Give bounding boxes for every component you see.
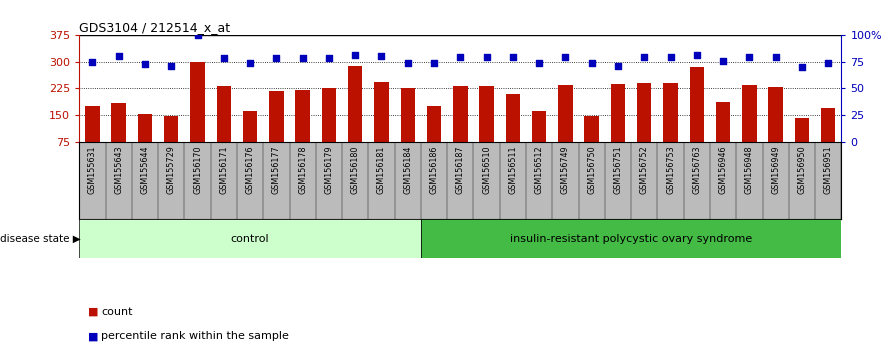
Point <box>401 60 415 66</box>
Bar <box>506 94 520 142</box>
Bar <box>112 103 126 142</box>
Text: GSM156176: GSM156176 <box>246 145 255 194</box>
Bar <box>663 83 677 142</box>
Bar <box>637 83 651 142</box>
Text: ■: ■ <box>88 331 99 341</box>
Bar <box>742 85 757 142</box>
Bar <box>401 88 415 142</box>
Bar <box>426 106 441 142</box>
Bar <box>532 111 546 142</box>
Text: GSM156950: GSM156950 <box>797 145 806 194</box>
Bar <box>295 90 310 142</box>
Point <box>243 60 257 66</box>
Text: GSM156763: GSM156763 <box>692 145 701 194</box>
Text: GSM155631: GSM155631 <box>88 145 97 194</box>
Bar <box>768 87 783 142</box>
Text: GSM156179: GSM156179 <box>324 145 333 194</box>
Text: GSM155643: GSM155643 <box>115 145 123 194</box>
Point <box>348 52 362 57</box>
Point <box>138 61 152 67</box>
Text: GSM156752: GSM156752 <box>640 145 648 194</box>
Point <box>85 59 100 65</box>
Text: GDS3104 / 212514_x_at: GDS3104 / 212514_x_at <box>79 21 231 34</box>
Text: GSM156512: GSM156512 <box>535 145 544 194</box>
Bar <box>559 85 573 142</box>
Text: count: count <box>101 307 133 316</box>
Text: GSM156510: GSM156510 <box>482 145 491 194</box>
Bar <box>690 67 704 142</box>
Point <box>190 33 204 38</box>
Text: GSM156946: GSM156946 <box>719 145 728 194</box>
Text: GSM156178: GSM156178 <box>298 145 307 194</box>
Text: GSM156170: GSM156170 <box>193 145 202 194</box>
Bar <box>79 219 421 258</box>
Text: GSM156181: GSM156181 <box>377 145 386 194</box>
Bar <box>453 86 468 142</box>
Bar <box>190 62 204 142</box>
Text: GSM156948: GSM156948 <box>744 145 754 194</box>
Point <box>743 54 757 59</box>
Text: GSM155729: GSM155729 <box>167 145 176 194</box>
Point <box>453 54 467 59</box>
Bar <box>164 116 179 142</box>
Text: GSM156750: GSM156750 <box>588 145 596 194</box>
Point <box>585 60 599 66</box>
Text: GSM156749: GSM156749 <box>561 145 570 194</box>
Point <box>506 54 520 59</box>
Point <box>270 55 284 61</box>
Text: GSM156186: GSM156186 <box>430 145 439 194</box>
Bar <box>584 116 599 142</box>
Text: GSM156180: GSM156180 <box>351 145 359 194</box>
Text: GSM156753: GSM156753 <box>666 145 675 194</box>
Text: control: control <box>231 234 270 244</box>
Point <box>559 54 573 59</box>
Bar <box>611 84 626 142</box>
Text: GSM156184: GSM156184 <box>403 145 412 194</box>
Bar <box>137 114 152 142</box>
Text: insulin-resistant polycystic ovary syndrome: insulin-resistant polycystic ovary syndr… <box>510 234 752 244</box>
Point <box>296 55 310 61</box>
Point <box>322 55 336 61</box>
Bar <box>374 82 389 142</box>
Text: disease state ▶: disease state ▶ <box>0 234 81 244</box>
Bar <box>821 108 835 142</box>
Point <box>374 53 389 58</box>
Point <box>637 54 651 59</box>
Bar <box>348 66 362 142</box>
Text: GSM156751: GSM156751 <box>613 145 623 194</box>
Text: GSM156177: GSM156177 <box>272 145 281 194</box>
Bar <box>217 86 231 142</box>
Point <box>821 60 835 66</box>
Text: GSM156951: GSM156951 <box>824 145 833 194</box>
Bar <box>421 219 841 258</box>
Text: GSM156187: GSM156187 <box>455 145 465 194</box>
Point <box>768 54 782 59</box>
Point <box>663 54 677 59</box>
Bar <box>322 88 337 142</box>
Point <box>611 63 625 69</box>
Text: GSM156511: GSM156511 <box>508 145 517 194</box>
Point <box>112 53 126 58</box>
Point <box>427 60 441 66</box>
Point <box>716 58 730 64</box>
Text: percentile rank within the sample: percentile rank within the sample <box>101 331 289 341</box>
Bar <box>479 86 494 142</box>
Bar <box>85 106 100 142</box>
Point <box>795 64 809 70</box>
Text: GSM155644: GSM155644 <box>140 145 150 194</box>
Text: GSM156171: GSM156171 <box>219 145 228 194</box>
Point <box>690 52 704 57</box>
Text: ■: ■ <box>88 307 99 316</box>
Bar <box>716 102 730 142</box>
Point <box>217 55 231 61</box>
Bar <box>795 118 809 142</box>
Bar <box>270 91 284 142</box>
Bar <box>243 111 257 142</box>
Point <box>532 60 546 66</box>
Text: GSM156949: GSM156949 <box>771 145 781 194</box>
Point <box>164 63 178 69</box>
Point <box>479 54 493 59</box>
